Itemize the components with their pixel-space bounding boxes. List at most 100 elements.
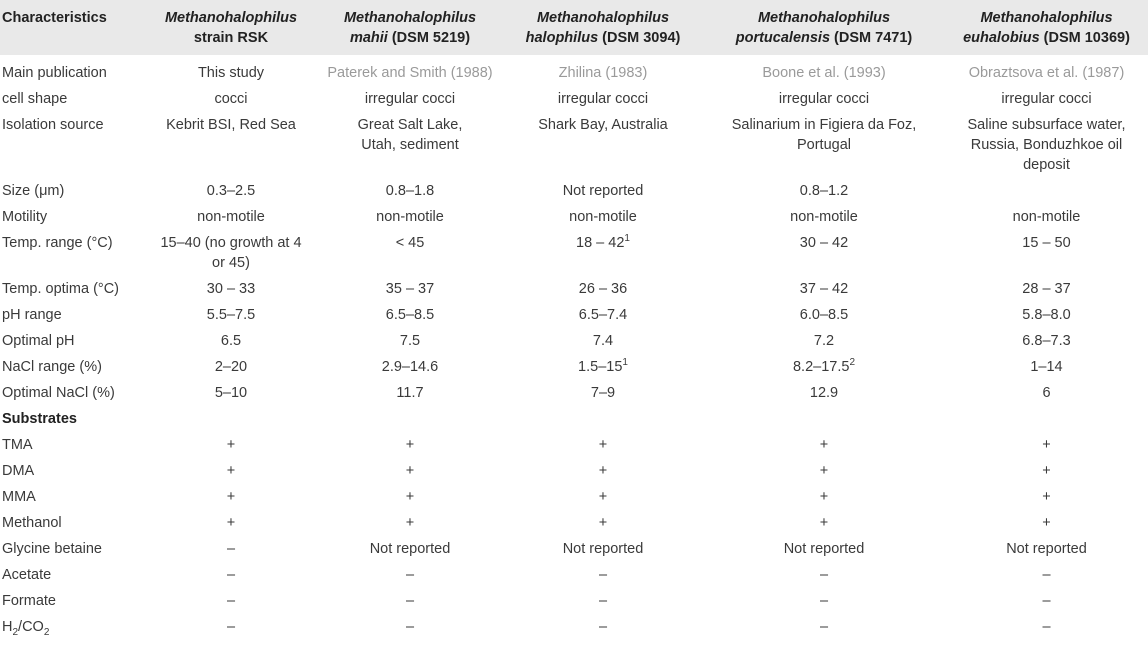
header-species: halophilus bbox=[525, 30, 599, 46]
table-cell: + bbox=[226, 489, 236, 505]
table-cell: non-motile bbox=[197, 209, 265, 225]
table-cell: Great Salt Lake, Utah, sediment bbox=[357, 117, 463, 153]
table-row-h2-co2: H2/CO2 – – – – – bbox=[0, 615, 1148, 641]
row-label: cell shape bbox=[2, 91, 68, 107]
table-cell: + bbox=[226, 515, 236, 531]
table-cell: – bbox=[226, 619, 236, 635]
table-row-isolation: Isolation source Kebrit BSI, Red Sea Gre… bbox=[0, 113, 1148, 179]
table-cell: 2–20 bbox=[214, 359, 248, 375]
table-cell: 7.5 bbox=[399, 333, 421, 349]
table-cell: + bbox=[1042, 489, 1051, 505]
table-cell: – bbox=[598, 619, 608, 635]
subscript: 2 bbox=[12, 626, 19, 638]
header-mahii: Methanohalophilus mahii (DSM 5219) bbox=[317, 0, 503, 55]
header-genus: Methanohalophilus bbox=[757, 10, 891, 26]
table-cell: Salinarium in Figiera da Foz, Portugal bbox=[731, 117, 917, 153]
table-cell: 6.5 bbox=[220, 333, 242, 349]
table-cell: + bbox=[1042, 437, 1051, 453]
cell-value: 8.2–17.5 bbox=[792, 359, 850, 375]
header-species: portucalensis bbox=[735, 30, 831, 46]
row-label: Size (μm) bbox=[2, 183, 65, 199]
table-cell: 0.3–2.5 bbox=[206, 183, 256, 199]
table-cell: + bbox=[819, 437, 829, 453]
table-cell: 2.9–14.6 bbox=[381, 359, 439, 375]
table-cell: 26 – 36 bbox=[578, 281, 628, 297]
table-cell: non-motile bbox=[1012, 209, 1081, 225]
table-cell: cocci bbox=[214, 91, 248, 107]
table-cell: 37 – 42 bbox=[799, 281, 849, 297]
header-dsm: (DSM 10369) bbox=[1039, 30, 1130, 46]
table-cell: – bbox=[819, 593, 829, 609]
table-cell: + bbox=[819, 515, 829, 531]
table-cell: 6.5–7.4 bbox=[578, 307, 628, 323]
header-strain: strain RSK bbox=[193, 30, 269, 46]
table-cell: + bbox=[1042, 515, 1051, 531]
header-halophilus: Methanohalophilus halophilus (DSM 3094) bbox=[503, 0, 703, 55]
table-cell: + bbox=[598, 437, 608, 453]
table-cell: – bbox=[1042, 619, 1051, 635]
label-part: H bbox=[2, 619, 13, 635]
table-cell: Not reported bbox=[369, 541, 451, 557]
table-cell: – bbox=[598, 593, 608, 609]
table-row-size: Size (μm) 0.3–2.5 0.8–1.8 Not reported 0… bbox=[0, 179, 1148, 205]
table-cell: Not reported bbox=[562, 183, 644, 199]
header-characteristics: Characteristics bbox=[0, 0, 145, 55]
table-cell: + bbox=[819, 489, 829, 505]
table-row-acetate: Acetate – – – – – bbox=[0, 563, 1148, 589]
row-label: Formate bbox=[2, 593, 56, 609]
table-cell: Shark Bay, Australia bbox=[538, 117, 668, 133]
table-cell: + bbox=[405, 489, 415, 505]
table-cell: – bbox=[819, 567, 829, 583]
reference-cell: Boone et al. (1993) bbox=[762, 65, 886, 81]
label-part: /CO bbox=[18, 619, 44, 635]
table-cell: Not reported bbox=[783, 541, 865, 557]
table-cell: irregular cocci bbox=[1001, 91, 1092, 107]
table-cell: non-motile bbox=[790, 209, 858, 225]
row-label: Motility bbox=[2, 209, 48, 225]
header-genus: Methanohalophilus bbox=[980, 10, 1113, 26]
empty-cell bbox=[503, 407, 703, 433]
table-cell: 15 – 50 bbox=[1022, 235, 1071, 251]
cell-value: 1.5–15 bbox=[578, 359, 623, 375]
header-strain-rsk: Methanohalophilus strain RSK bbox=[145, 0, 317, 55]
table-cell: – bbox=[226, 593, 236, 609]
table-cell: + bbox=[405, 515, 415, 531]
empty-cell bbox=[317, 407, 503, 433]
empty-cell bbox=[945, 407, 1148, 433]
table-cell: 18 – 421 bbox=[503, 231, 703, 277]
header-dsm: (DSM 3094) bbox=[598, 30, 681, 46]
table-cell: Kebrit BSI, Red Sea bbox=[166, 117, 296, 133]
table-cell: < 45 bbox=[395, 235, 425, 251]
table-cell: – bbox=[405, 593, 415, 609]
table-row-cell-shape: cell shape cocci irregular cocci irregul… bbox=[0, 87, 1148, 113]
table-cell: – bbox=[598, 567, 608, 583]
table-cell: 6.5–8.5 bbox=[385, 307, 435, 323]
reference-cell: Obraztsova et al. (1987) bbox=[968, 65, 1125, 81]
table-cell: 28 – 37 bbox=[1022, 281, 1071, 297]
row-label: Methanol bbox=[2, 515, 62, 531]
table-row-temp-optima: Temp. optima (°C) 30 – 33 35 – 37 26 – 3… bbox=[0, 277, 1148, 303]
section-heading: Substrates bbox=[2, 411, 77, 427]
table-cell: 15–40 (no growth at 4 or 45) bbox=[160, 235, 302, 271]
table-cell: + bbox=[819, 463, 829, 479]
table-cell: Saline subsurface water, Russia, Bonduzh… bbox=[967, 117, 1126, 173]
table-cell: + bbox=[226, 463, 236, 479]
table-body: Main publication This study Paterek and … bbox=[0, 55, 1148, 641]
table-row-motility: Motility non-motile non-motile non-motil… bbox=[0, 205, 1148, 231]
row-label: NaCl range (%) bbox=[2, 359, 102, 375]
row-label: Isolation source bbox=[2, 117, 104, 133]
row-label: Optimal pH bbox=[2, 333, 75, 349]
header-species: mahii bbox=[349, 30, 388, 46]
table-cell: irregular cocci bbox=[778, 91, 870, 107]
table-row-tma: TMA + + + + + bbox=[0, 433, 1148, 459]
table-cell: – bbox=[405, 567, 415, 583]
table-cell: – bbox=[1042, 593, 1051, 609]
table-cell: – bbox=[405, 619, 415, 635]
table-row-ph-range: pH range 5.5–7.5 6.5–8.5 6.5–7.4 6.0–8.5… bbox=[0, 303, 1148, 329]
reference-cell: Zhilina (1983) bbox=[558, 65, 648, 81]
table-cell: 5.8–8.0 bbox=[1022, 307, 1071, 323]
table-cell: 6.0–8.5 bbox=[799, 307, 849, 323]
row-label: TMA bbox=[2, 437, 33, 453]
header-row: Characteristics Methanohalophilus strain… bbox=[0, 0, 1148, 55]
header-portucalensis: Methanohalophilus portucalensis (DSM 747… bbox=[703, 0, 945, 55]
